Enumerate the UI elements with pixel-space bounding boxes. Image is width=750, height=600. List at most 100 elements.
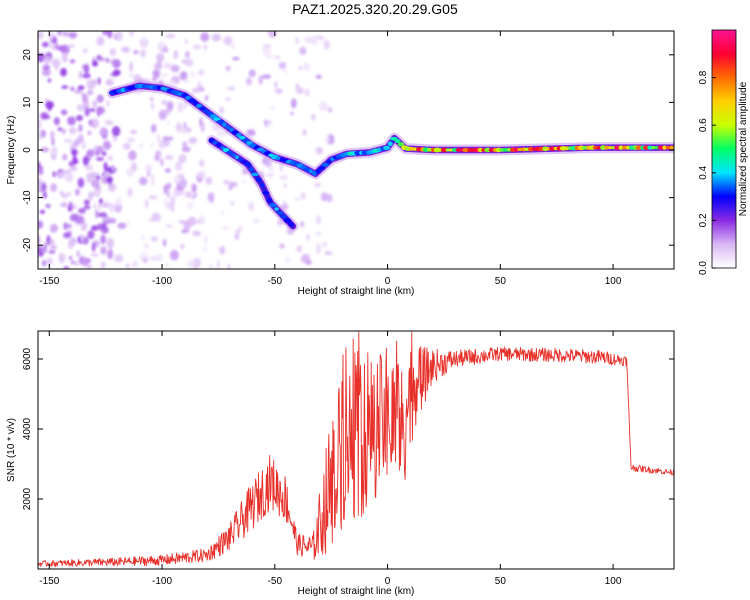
snr-xtick-label: -150	[39, 576, 59, 587]
noise-speckle	[45, 100, 55, 109]
noise-speckle	[299, 220, 305, 228]
colorbar-tick-label: 0.6	[698, 118, 709, 132]
noise-speckle	[173, 49, 179, 60]
noise-speckle	[232, 56, 240, 61]
noise-speckle	[106, 237, 115, 249]
noise-speckle	[252, 218, 260, 223]
noise-speckle	[150, 178, 156, 187]
ridge-blob	[283, 218, 292, 223]
colorbar-gradient	[711, 29, 737, 269]
noise-speckle	[187, 201, 194, 210]
noise-speckle	[44, 98, 49, 103]
noise-speckle	[235, 229, 240, 236]
noise-speckle	[60, 109, 68, 116]
noise-speckle	[45, 259, 54, 264]
noise-speckle	[261, 74, 272, 79]
noise-speckle	[138, 176, 148, 186]
noise-speckle	[82, 48, 89, 53]
noise-speckle	[80, 221, 88, 232]
noise-speckle	[203, 235, 209, 245]
ridge-blob	[238, 157, 243, 162]
noise-speckle	[133, 50, 139, 55]
noise-speckle	[228, 181, 238, 188]
noise-speckle	[105, 78, 114, 86]
noise-speckle	[68, 126, 78, 135]
noise-speckle	[108, 217, 117, 224]
noise-speckle	[126, 220, 130, 226]
ridge-blob	[315, 169, 321, 174]
noise-speckle	[48, 249, 56, 254]
noise-speckle	[68, 44, 76, 49]
noise-speckle	[188, 137, 198, 144]
ridge-blob	[387, 141, 393, 147]
noise-speckle	[316, 215, 321, 225]
noise-speckle	[78, 124, 83, 133]
noise-speckle	[88, 191, 94, 201]
ridge-blob	[604, 145, 610, 150]
snr-ytick-label: 2000	[22, 487, 33, 510]
noise-speckle	[197, 69, 205, 77]
noise-speckle	[126, 167, 135, 177]
noise-speckle	[162, 108, 171, 116]
noise-speckle	[53, 117, 60, 126]
noise-speckle	[170, 196, 176, 203]
spectrogram-xlabel: Height of straight line (km)	[298, 286, 415, 297]
noise-speckle	[114, 197, 122, 206]
noise-speckle	[67, 238, 74, 250]
noise-speckle	[62, 31, 69, 37]
noise-speckle	[320, 192, 329, 202]
noise-speckle	[180, 243, 185, 250]
noise-speckle	[222, 179, 230, 185]
noise-speckle	[150, 102, 155, 110]
spectrogram-ytick-label: 0	[22, 147, 33, 153]
noise-speckle	[165, 262, 169, 268]
noise-speckle	[273, 55, 281, 60]
noise-speckle	[114, 202, 123, 213]
snr-ytick-label: 6000	[22, 347, 33, 370]
noise-speckle	[219, 246, 226, 255]
noise-speckle	[268, 166, 275, 172]
noise-speckle	[73, 260, 79, 266]
noise-speckle	[38, 245, 44, 253]
noise-speckle	[78, 70, 83, 80]
noise-speckle	[50, 130, 55, 141]
noise-speckle	[199, 159, 205, 168]
noise-speckle	[222, 226, 229, 230]
noise-speckle	[111, 125, 121, 137]
noise-speckle	[295, 36, 300, 45]
noise-speckle	[274, 88, 283, 94]
ridge-blob	[269, 203, 277, 208]
noise-speckle	[223, 35, 233, 46]
noise-speckle	[175, 122, 183, 132]
noise-speckle	[84, 164, 94, 171]
noise-speckle	[315, 146, 324, 155]
noise-speckle	[50, 183, 58, 192]
noise-speckle	[267, 31, 277, 39]
noise-speckle	[86, 89, 94, 96]
ridge-blob	[318, 166, 326, 170]
noise-speckle	[149, 195, 158, 200]
ridge-blob	[216, 119, 225, 125]
noise-speckle	[76, 250, 81, 258]
ridge-blob	[647, 145, 653, 150]
noise-speckle	[77, 177, 85, 188]
noise-speckle	[56, 45, 65, 51]
noise-speckle	[63, 265, 70, 269]
noise-speckle	[227, 86, 236, 91]
noise-speckle	[163, 62, 173, 69]
noise-speckle	[153, 62, 162, 71]
noise-speckle	[96, 94, 104, 103]
noise-speckle	[65, 191, 72, 197]
noise-speckle	[92, 78, 97, 86]
noise-speckle	[69, 165, 78, 172]
ridge-blob	[665, 145, 671, 150]
noise-speckle	[114, 254, 124, 263]
noise-speckle	[161, 73, 169, 78]
noise-speckle	[107, 143, 112, 149]
noise-speckle	[61, 52, 68, 63]
noise-speckle	[62, 128, 66, 135]
noise-speckle	[57, 127, 63, 132]
noise-speckle	[227, 263, 231, 269]
ridge-blob	[394, 139, 401, 143]
